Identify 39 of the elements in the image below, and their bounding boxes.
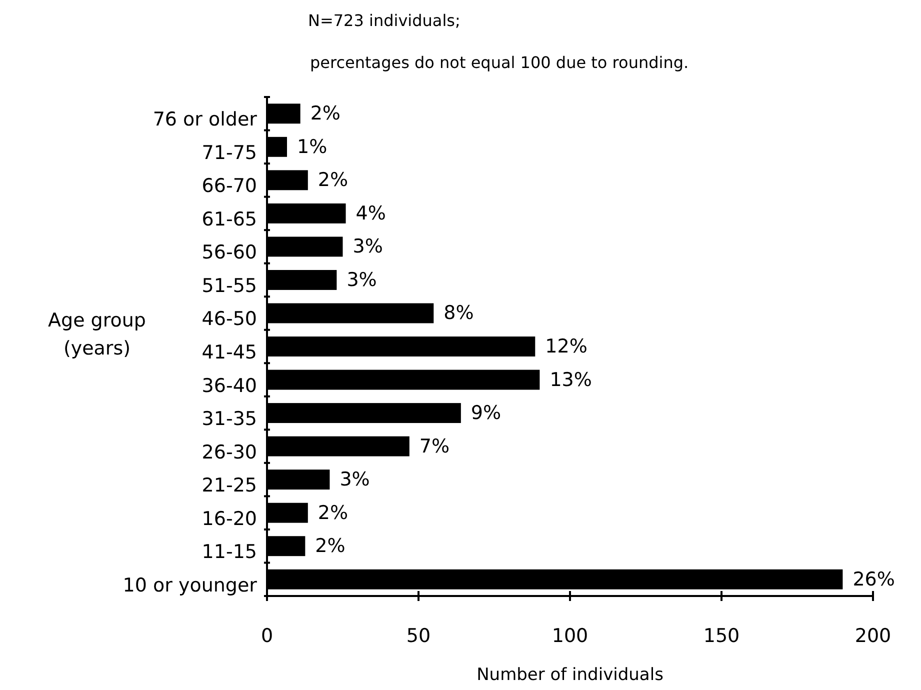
annotation: 2%	[318, 502, 348, 524]
y-tick-label: 36-40	[202, 374, 257, 397]
y-tick-label: 10 or younger	[122, 574, 258, 596]
annotation: 1%	[297, 136, 328, 158]
y-tick-label: 61-65	[202, 208, 257, 230]
annotation: 4%	[356, 202, 386, 224]
annotation: 3%	[340, 468, 370, 491]
annotation: 3%	[346, 268, 377, 291]
annotation: 2%	[310, 102, 340, 125]
x-tick-label: 150	[703, 625, 740, 647]
y-tick-label: 21-25	[202, 474, 257, 497]
x-tick-label: 200	[854, 625, 892, 647]
y-tick-label: 26-30	[202, 441, 257, 464]
y-axis-title: Age group (years)	[48, 310, 146, 360]
annotation: 8%	[444, 302, 474, 324]
annotation: 12%	[545, 336, 588, 358]
annotation: 2%	[315, 535, 346, 558]
annotation: 13%	[550, 368, 592, 391]
y-tick-label: 11-15	[202, 541, 257, 564]
annotation: 9%	[470, 402, 502, 424]
y-tick-label: 56-60	[202, 242, 257, 264]
y-tick-label: 46-50	[202, 308, 257, 330]
annotation: 3%	[352, 236, 383, 258]
x-tick-label: 100	[552, 625, 588, 647]
annotation: 7%	[419, 435, 450, 458]
text: N=723 individuals;	[308, 11, 460, 30]
x-axis-title: Number of individuals	[476, 665, 664, 685]
x-tick-label: 50	[406, 625, 431, 647]
y-tick-label: 41-45	[202, 342, 257, 364]
annotation: 26%	[852, 568, 895, 590]
x-tick-label: 0	[260, 625, 274, 647]
y-tick-label: 31-35	[202, 408, 257, 430]
text: percentages do not equal 100 due to rounding.	[310, 53, 689, 72]
y-tick-label: 71-75	[202, 142, 257, 164]
annotation: 2%	[318, 169, 348, 192]
y-tick-label: 51-55	[202, 274, 257, 297]
y-tick-label: 76 or older	[152, 108, 258, 131]
y-tick-label: 16-20	[202, 508, 257, 530]
y-tick-label: 66-70	[202, 175, 257, 198]
